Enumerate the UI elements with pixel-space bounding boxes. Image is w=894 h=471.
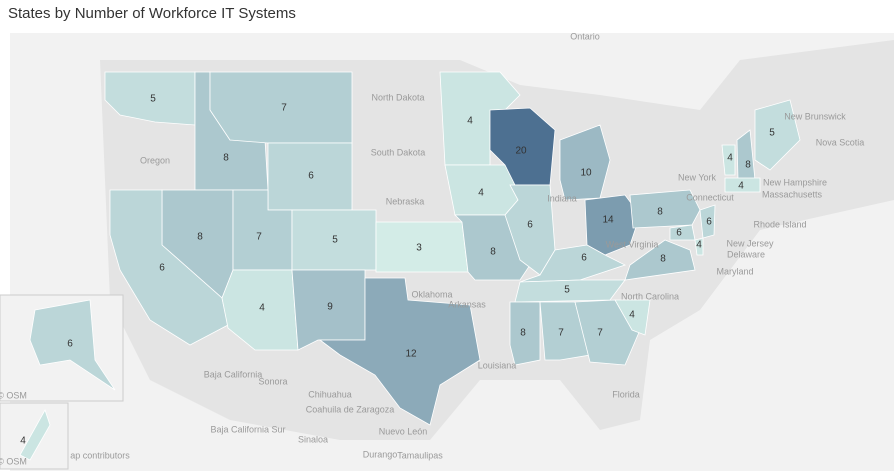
state-value: 7 <box>281 103 287 114</box>
place-label: South Dakota <box>371 147 426 157</box>
place-label: Indiana <box>547 193 577 203</box>
place-label: North Dakota <box>371 92 424 102</box>
place-label: Nova Scotia <box>816 137 865 147</box>
place-label: West Virginia <box>606 239 659 249</box>
state-value: 12 <box>405 349 417 360</box>
state-value: 4 <box>696 240 702 251</box>
state-value: 7 <box>558 328 564 339</box>
state-value: 14 <box>602 215 614 226</box>
place-label: New Brunswick <box>784 111 846 121</box>
state-value: 8 <box>745 160 751 171</box>
state-value: 5 <box>564 285 570 296</box>
place-label: Chihuahua <box>308 389 352 399</box>
state <box>614 299 651 336</box>
state-value: 4 <box>467 116 473 127</box>
place-label: © OSM <box>0 456 27 466</box>
state <box>509 301 541 366</box>
state-value: 8 <box>657 207 663 218</box>
state-value: 6 <box>308 171 314 182</box>
state-value: 6 <box>676 228 682 239</box>
state-value: 8 <box>490 247 496 258</box>
state <box>539 301 591 361</box>
place-label: Ontario <box>570 31 600 41</box>
place-label: North Carolina <box>621 291 679 301</box>
place-label: Durango <box>363 449 398 459</box>
place-label: New Hampshire <box>763 177 827 187</box>
state <box>504 184 556 276</box>
place-label: Rhode Island <box>753 219 806 229</box>
state <box>624 239 696 281</box>
state-value: 8 <box>660 254 666 265</box>
state <box>19 409 51 461</box>
state-value: 8 <box>223 153 229 164</box>
state-value: 7 <box>597 328 603 339</box>
state-value: 5 <box>332 235 338 246</box>
state-value: 20 <box>515 146 527 157</box>
place-label: Connecticut <box>686 192 734 202</box>
state-value: 4 <box>259 303 265 314</box>
state-value: 5 <box>769 128 775 139</box>
state-value: 4 <box>478 188 484 199</box>
place-label: Louisiana <box>478 360 517 370</box>
state-value: 6 <box>706 217 712 228</box>
place-label: Florida <box>612 389 640 399</box>
state-value: 8 <box>520 328 526 339</box>
state-value: 6 <box>527 220 533 231</box>
place-label: Sinaloa <box>298 434 328 444</box>
state-value: 6 <box>159 263 165 274</box>
state-value: 4 <box>727 153 733 164</box>
place-label: New York <box>678 172 717 182</box>
state-value: 6 <box>67 339 73 350</box>
place-label: Baja California <box>204 369 263 379</box>
state-value: 6 <box>581 253 587 264</box>
place-label: Nuevo León <box>379 426 428 436</box>
state-value: 7 <box>256 232 262 243</box>
title: States by Number of Workforce IT Systems <box>8 5 296 22</box>
state <box>29 299 116 391</box>
state <box>109 189 229 346</box>
place-label: New Jersey <box>726 238 774 248</box>
place-label: Coahuila de Zaragoza <box>306 404 395 414</box>
state <box>318 277 481 426</box>
place-label: Sonora <box>258 376 287 386</box>
state <box>669 224 696 241</box>
place-label: Arkansas <box>448 299 486 309</box>
state <box>754 99 801 171</box>
state <box>721 144 736 176</box>
place-label: Tamaulipas <box>397 450 443 460</box>
place-label: Maryland <box>716 266 753 276</box>
place-label: Oregon <box>140 155 170 165</box>
state-value: 10 <box>580 168 592 179</box>
place-label: ap contributors <box>70 450 130 460</box>
state <box>724 177 761 193</box>
place-label: Baja California Sur <box>210 424 285 434</box>
state <box>629 189 701 229</box>
state-value: 3 <box>416 243 422 254</box>
state-value: 4 <box>738 181 744 192</box>
place-label: Nebraska <box>386 196 425 206</box>
place-label: © OSM <box>0 390 27 400</box>
state-value: 4 <box>20 436 26 447</box>
place-label: Massachusetts <box>762 189 823 199</box>
state <box>694 237 704 256</box>
state <box>375 221 469 273</box>
state-value: 4 <box>629 310 635 321</box>
place-label: Delaware <box>727 249 765 259</box>
state-value: 9 <box>327 302 333 313</box>
state <box>514 279 626 303</box>
state-value: 5 <box>150 94 156 105</box>
state <box>699 204 716 239</box>
state-value: 8 <box>197 232 203 243</box>
place-label: Oklahoma <box>411 289 452 299</box>
